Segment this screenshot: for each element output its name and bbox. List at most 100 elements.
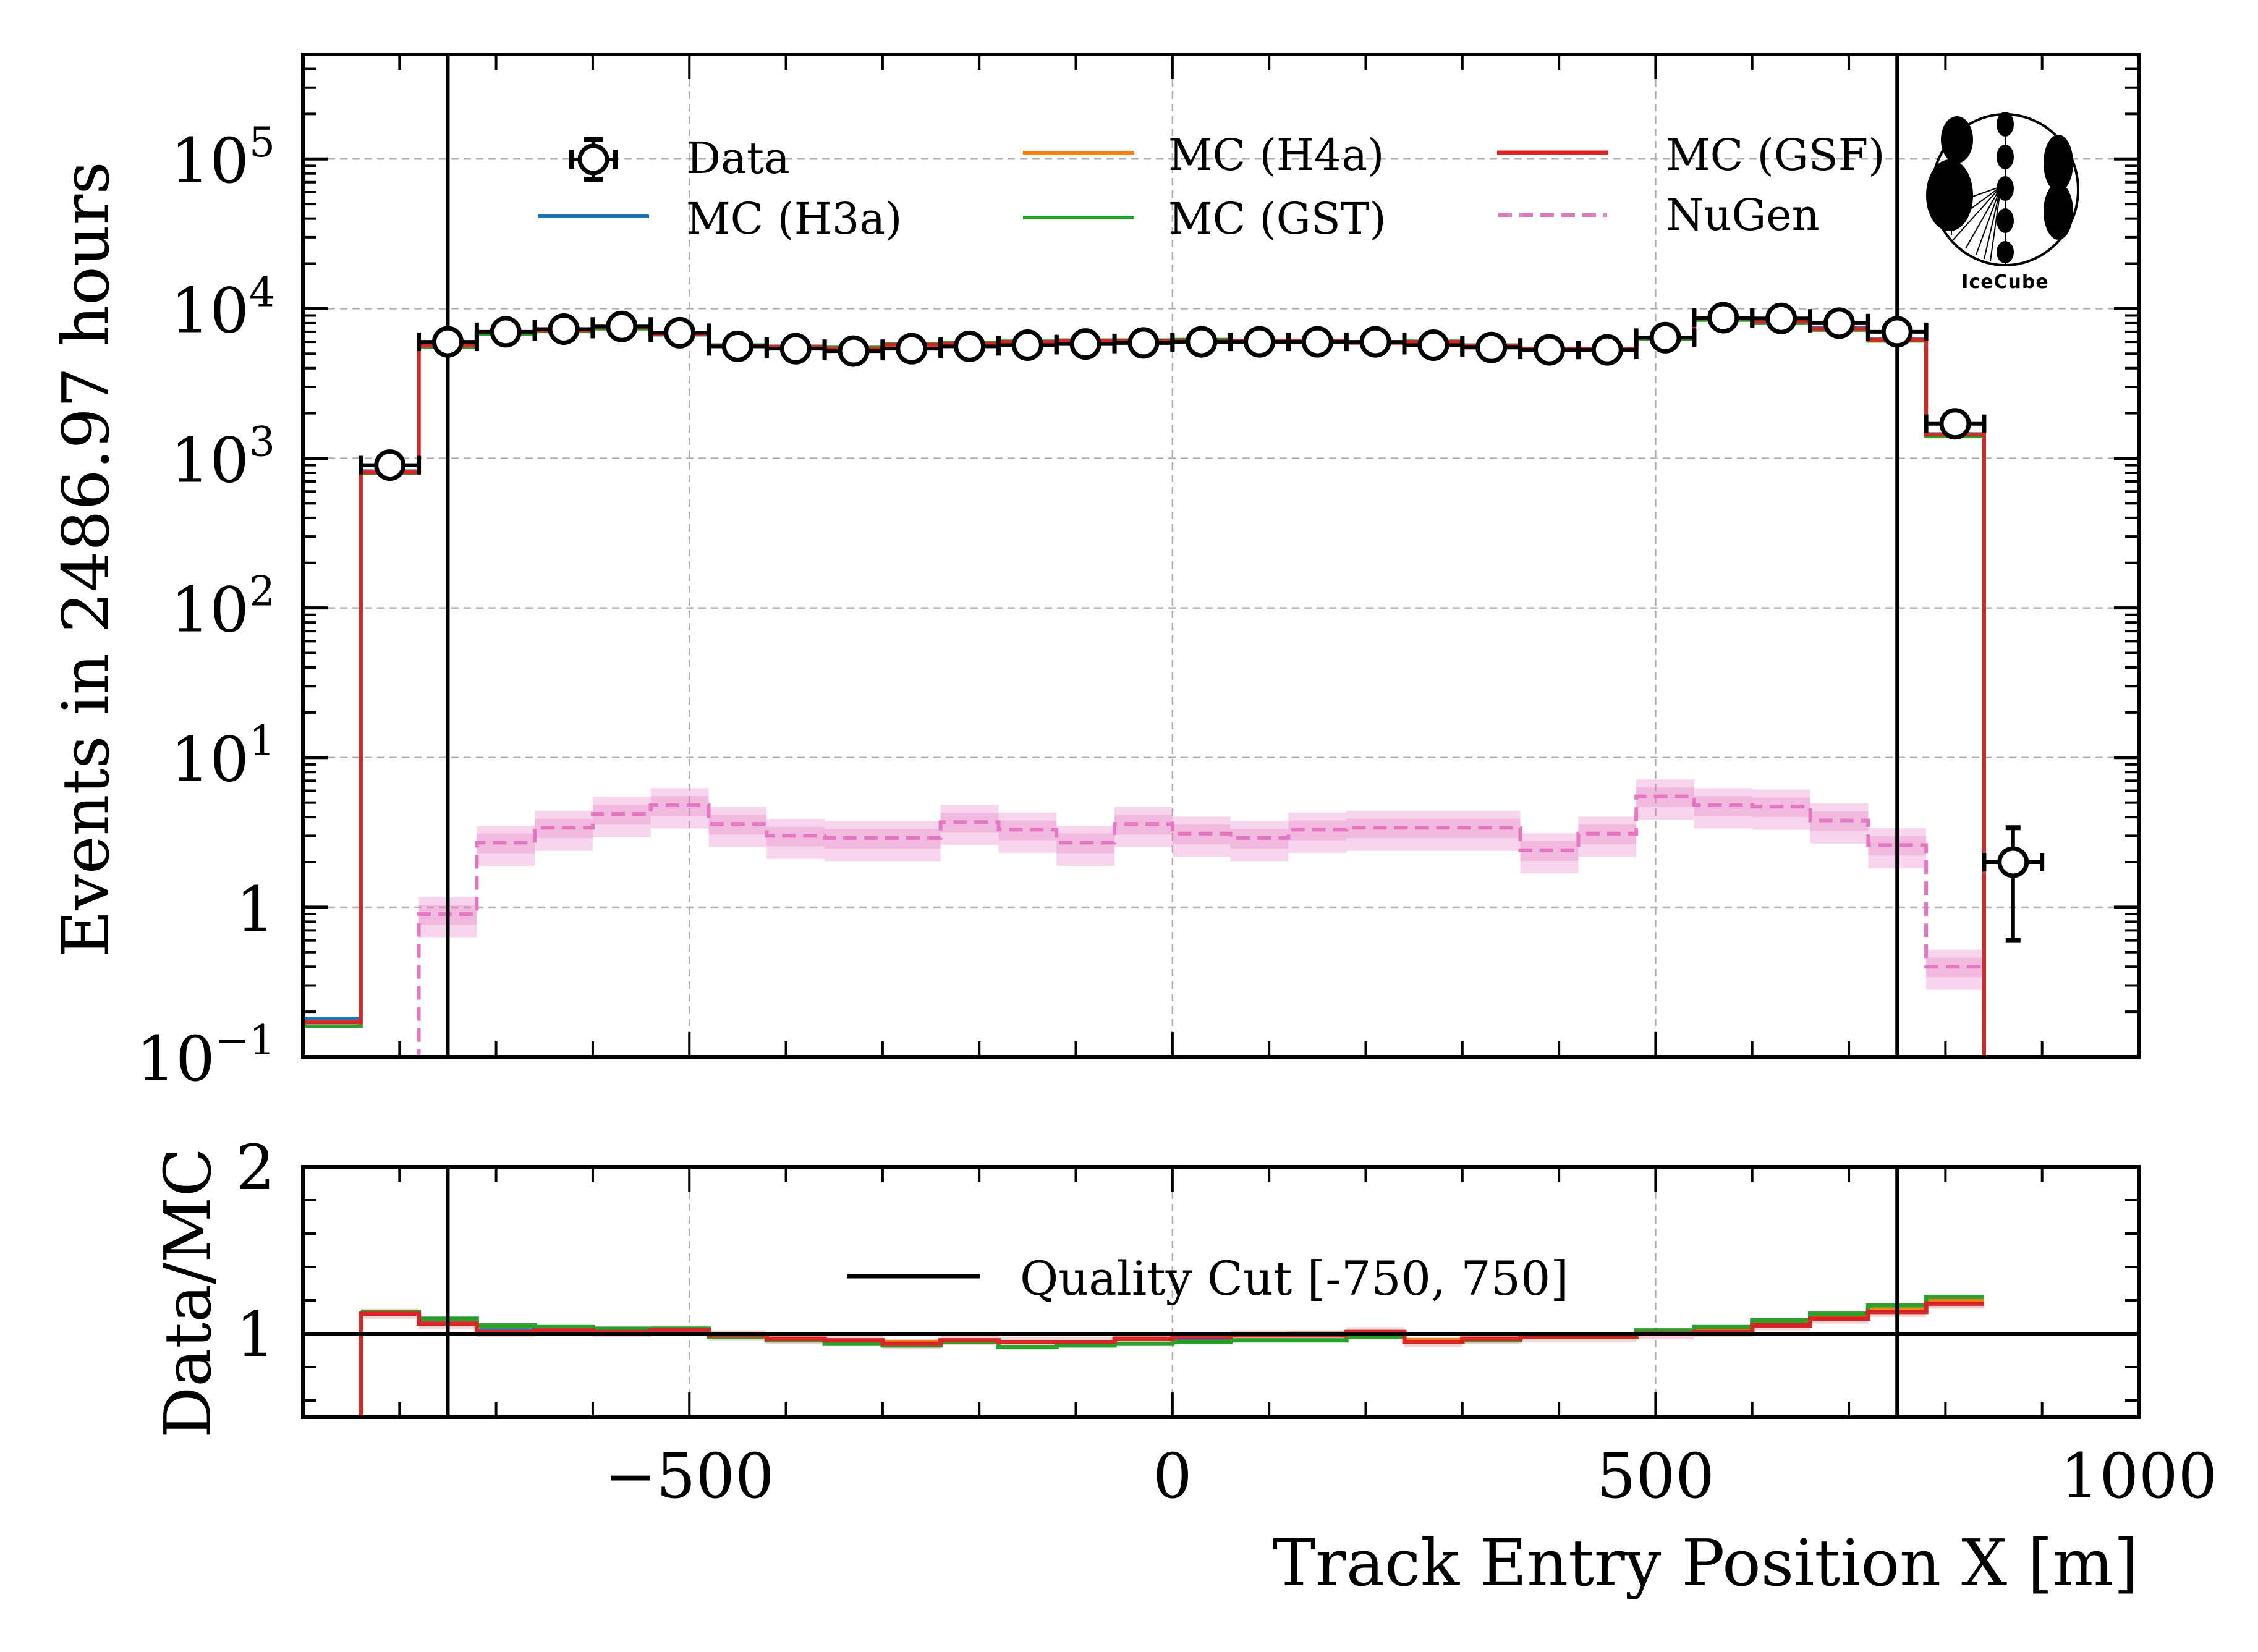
y-tick-label: 104 bbox=[171, 268, 275, 347]
nugen-band-bin bbox=[535, 810, 593, 851]
x-tick-label: 500 bbox=[1597, 1440, 1715, 1512]
ratio-panel: 12 −500 0 500 1000 Quality Cut [-750, 750] … bbox=[150, 1132, 2217, 1601]
data-point bbox=[764, 333, 827, 365]
x-tick-label: 0 bbox=[1153, 1440, 1192, 1512]
legend-data-marker-icon bbox=[577, 143, 609, 176]
nugen-band-bin bbox=[1404, 810, 1462, 851]
data-marker bbox=[1475, 331, 1508, 363]
nugen-band-bin bbox=[477, 825, 535, 866]
nugen-band-bin bbox=[825, 821, 883, 862]
ratio-y-tick-label: 2 bbox=[236, 1132, 275, 1204]
legend-item-nugen: NuGen bbox=[1498, 190, 1820, 240]
data-marker bbox=[606, 310, 638, 342]
data-point bbox=[1170, 326, 1233, 358]
data-point bbox=[1924, 408, 1987, 440]
nugen-band-bin bbox=[1694, 788, 1752, 829]
data-point bbox=[1054, 328, 1117, 360]
data-points-group bbox=[359, 302, 2045, 943]
legend-label-mc-h3a: MC (H3a) bbox=[686, 193, 902, 244]
data-marker bbox=[1533, 334, 1565, 366]
data-marker bbox=[1881, 316, 1913, 348]
data-point bbox=[1286, 326, 1349, 358]
legend-label-nugen: NuGen bbox=[1666, 190, 1820, 240]
main-ticks bbox=[302, 53, 2140, 1059]
nugen-band-bin bbox=[1288, 812, 1347, 853]
data-point bbox=[1865, 316, 1929, 348]
nugen-band-bin bbox=[998, 820, 1057, 841]
data-point bbox=[1576, 334, 1639, 366]
nugen-band-bin bbox=[650, 788, 709, 829]
legend-item-mc-h4a: MC (H4a) bbox=[1023, 130, 1384, 180]
y-tick-label: 101 bbox=[171, 718, 275, 796]
data-marker bbox=[1707, 302, 1739, 334]
ratio-line-mc-gst bbox=[360, 1295, 1984, 1350]
data-marker bbox=[1127, 327, 1160, 359]
data-point bbox=[474, 316, 537, 348]
data-point bbox=[1518, 334, 1581, 366]
quality-cut-lines bbox=[446, 54, 1899, 1057]
data-marker bbox=[779, 333, 812, 365]
x-tick-label: −500 bbox=[605, 1440, 775, 1512]
legend-label-mc-gst: MC (GST) bbox=[1168, 193, 1386, 244]
data-marker bbox=[1069, 328, 1101, 360]
data-marker bbox=[548, 313, 580, 345]
legend-label-data: Data bbox=[686, 133, 790, 184]
nugen-band-bin bbox=[1462, 810, 1521, 851]
data-point bbox=[532, 313, 595, 345]
data-point bbox=[880, 333, 943, 365]
nugen-band-bin bbox=[1172, 816, 1231, 857]
x-tick-label: 1000 bbox=[2060, 1440, 2218, 1512]
x-tick-labels: −500 0 500 1000 bbox=[605, 1440, 2217, 1512]
data-marker bbox=[1011, 329, 1043, 361]
data-marker bbox=[954, 330, 986, 362]
y-tick-label: 10−1 bbox=[136, 1017, 275, 1095]
data-marker bbox=[1591, 334, 1623, 366]
icecube-logo-text: IceCube bbox=[1961, 271, 2049, 293]
data-point bbox=[1228, 326, 1291, 358]
data-point bbox=[359, 449, 422, 481]
data-marker bbox=[490, 316, 522, 348]
nugen-band-bin bbox=[1346, 810, 1404, 851]
data-point bbox=[1808, 307, 1870, 339]
data-point bbox=[1402, 329, 1465, 361]
nugen-band-bin bbox=[1926, 949, 1984, 990]
ratio-y-axis-title: Data/MC bbox=[150, 1148, 226, 1438]
ratio-series-group bbox=[359, 1295, 1984, 1417]
nugen-band-bin bbox=[766, 818, 825, 859]
data-point bbox=[707, 330, 769, 362]
data-point bbox=[1460, 331, 1523, 363]
y-axis-title: Events in 2486.97 hours bbox=[48, 161, 124, 957]
data-point bbox=[938, 330, 1001, 362]
main-legend: Data MC (H3a) MC (H4a) MC (GST) MC (GSF) bbox=[538, 130, 1885, 244]
data-marker bbox=[1244, 326, 1276, 358]
data-marker bbox=[1301, 326, 1333, 358]
nugen-band-bin bbox=[1520, 833, 1579, 874]
data-point bbox=[1344, 326, 1407, 358]
ratio-quality-cut-lines bbox=[446, 1167, 1899, 1417]
data-marker bbox=[1186, 326, 1218, 358]
data-point bbox=[648, 316, 711, 349]
data-point bbox=[590, 310, 653, 342]
legend-item-mc-gsf: MC (GSF) bbox=[1497, 130, 1885, 180]
nugen-band-bin bbox=[592, 797, 651, 837]
ratio-axes-frame bbox=[301, 1165, 2141, 1419]
data-point bbox=[822, 335, 885, 367]
data-marker bbox=[1765, 302, 1797, 334]
data-point bbox=[1634, 321, 1697, 354]
nugen-band-bin bbox=[1404, 818, 1462, 839]
data-marker bbox=[1939, 408, 1971, 440]
ratio-legend: Quality Cut [-750, 750] bbox=[847, 1251, 1569, 1306]
nugen-band-bin bbox=[1810, 803, 1869, 844]
legend-item-mc-gst: MC (GST) bbox=[1023, 193, 1386, 244]
nugen-band-bin bbox=[1056, 825, 1115, 866]
nugen-band-bin bbox=[1230, 821, 1289, 862]
data-point bbox=[1112, 327, 1175, 359]
nugen-band-bin bbox=[998, 812, 1057, 853]
data-marker bbox=[664, 316, 696, 349]
x-axis-title: Track Entry Position X [m] bbox=[1273, 1525, 2139, 1601]
nugen-uncertainty-band bbox=[418, 779, 1984, 990]
main-y-tick-labels: 105 104 103 102 101 1 10−1 bbox=[136, 119, 275, 1095]
nugen-band-bin bbox=[940, 805, 999, 845]
ratio-y-tick-labels: 12 bbox=[236, 1132, 275, 1371]
